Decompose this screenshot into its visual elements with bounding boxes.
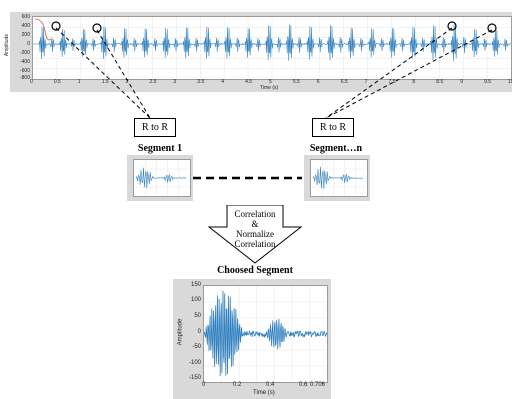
top-chart-x-ticks: 0 0.5 1 1.5 2 2.5 3 3.5 4 4.5 5 5.5 6 6.5 7 7.5 8 8.5 9 9.5…: [30, 79, 512, 86]
x-tick: 5.5: [292, 79, 300, 85]
y-tick: 200: [21, 32, 30, 38]
y-tick: -100: [188, 360, 201, 366]
dash-left-a: [55, 27, 151, 119]
x-tick: 9: [460, 79, 463, 85]
x-tick: 0.706: [310, 382, 326, 388]
x-tick: 7.5: [388, 79, 396, 85]
segment-n-title: Segment…n: [309, 143, 363, 154]
y-tick: 50: [194, 313, 201, 319]
choosed-segment-title: Choosed Segment: [217, 265, 293, 276]
r-peak-marker: [447, 21, 457, 31]
x-tick: 10: [508, 79, 512, 85]
x-tick: 1.5: [101, 79, 109, 85]
arrow-text-line: Correlation: [234, 239, 276, 249]
top-chart-svg: [33, 17, 511, 79]
r-peak-marker: [487, 23, 497, 33]
x-tick: 7: [364, 79, 368, 85]
bottom-chart-xlabel: Time (s): [253, 390, 275, 396]
bottom-chart-svg: [204, 286, 327, 382]
segment-1-svg: [134, 160, 190, 196]
x-tick: 6.5: [340, 79, 348, 85]
y-tick: -150: [188, 375, 201, 381]
y-tick: -600: [19, 68, 30, 74]
y-tick: -800: [19, 75, 30, 81]
bottom-chart-panel: Amplitude 150 100 50 0 -50 -100 -150 0 0…: [173, 279, 331, 399]
top-chart-y-ticks: 600 400 200 0 -200 -400 -600 -800: [12, 14, 30, 81]
x-tick: 0: [30, 79, 33, 85]
arrow-text-line: &: [251, 219, 259, 229]
bottom-chart-ylabel: Amplitude: [177, 318, 184, 346]
x-tick: 0: [202, 382, 206, 388]
x-tick: 0.6: [299, 382, 308, 388]
top-chart-plot-area: [32, 16, 512, 80]
x-tick: 4: [221, 79, 224, 85]
segment-n-plot: [310, 159, 368, 197]
dash-right-a: [325, 27, 453, 119]
x-tick: 1: [77, 79, 81, 85]
x-tick: 4.5: [245, 79, 253, 85]
top-chart-xlabel: Time (s): [260, 85, 279, 91]
x-tick: 9.5: [484, 79, 492, 85]
segment-n-svg: [311, 160, 367, 196]
y-tick: 400: [21, 23, 30, 29]
segment-n-thumbnail: [304, 155, 370, 201]
correlation-arrow: [207, 205, 303, 264]
y-tick: 0: [27, 41, 30, 47]
top-chart-panel: Amplitude 600 400 200 0 -200 -400 -600 -…: [4, 12, 512, 92]
x-tick: 0.2: [233, 382, 242, 388]
y-tick: -200: [19, 50, 30, 56]
y-tick: 0: [197, 329, 201, 335]
x-tick: 8.5: [436, 79, 444, 85]
segment-1-thumbnail: [127, 155, 193, 201]
segment-1-plot: [133, 159, 191, 197]
x-tick: 2: [125, 79, 129, 85]
r-to-r-box-left: R to R: [134, 118, 176, 137]
x-tick: 5: [269, 79, 272, 85]
segment-1-title: Segment 1: [137, 143, 183, 154]
arrow-text-line: Correlation: [234, 209, 276, 219]
y-tick: 100: [190, 297, 201, 303]
r-peak-marker: [92, 23, 102, 33]
y-tick: 150: [190, 282, 201, 288]
x-tick: 2.5: [149, 79, 157, 85]
dash-right-b: [325, 29, 493, 119]
dash-left-b: [96, 29, 151, 119]
correlation-arrow-text: Correlation & Normalize Correlation: [215, 209, 295, 249]
y-tick: -50: [192, 344, 201, 350]
x-tick: 0.5: [53, 79, 61, 85]
bottom-chart-plot-area: [203, 285, 328, 383]
arrow-text-line: Normalize: [236, 229, 274, 239]
y-tick: 600: [21, 14, 30, 20]
x-tick: 3.5: [197, 79, 205, 85]
y-tick: -400: [19, 59, 30, 65]
x-tick: 0.4: [266, 382, 275, 388]
x-tick: 6: [316, 79, 320, 85]
r-peak-marker: [51, 21, 61, 31]
x-tick: 3: [173, 79, 177, 85]
r-to-r-box-right: R to R: [312, 118, 354, 137]
x-tick: 8: [412, 79, 416, 85]
